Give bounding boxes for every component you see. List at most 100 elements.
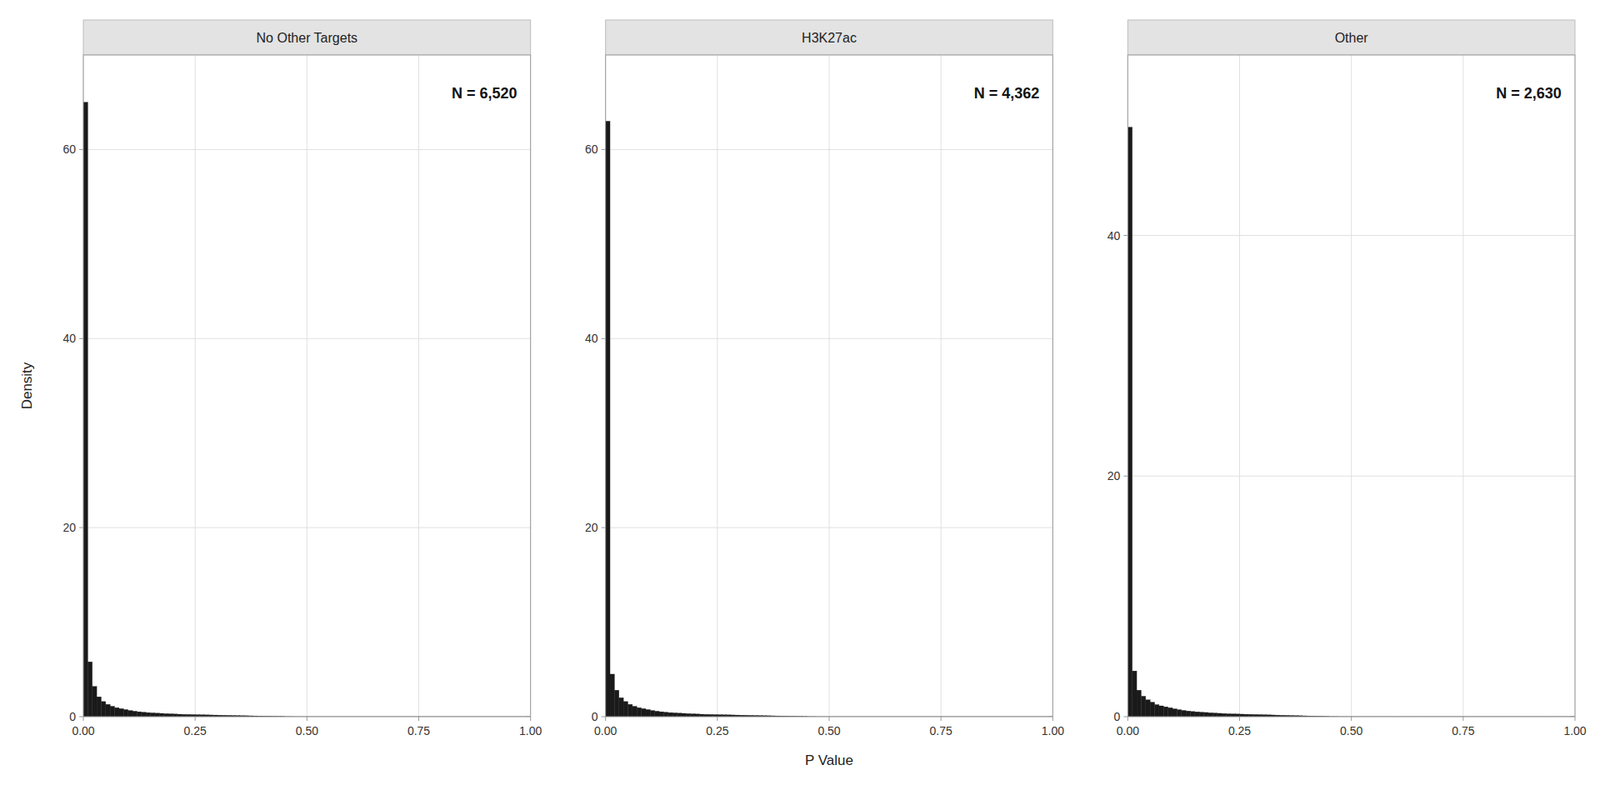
tick-y: [79, 527, 84, 529]
histogram-bar: [168, 714, 173, 717]
histogram-bar: [1159, 705, 1164, 717]
histogram-bar: [685, 713, 690, 717]
histogram-bar: [672, 712, 677, 717]
tick-label-y: 60: [62, 142, 76, 156]
histogram-bar: [645, 709, 650, 717]
plot-frame: [605, 55, 1054, 717]
tick-y: [601, 338, 606, 340]
tick-label-x: 0.00: [594, 724, 617, 738]
tick-x: [530, 716, 531, 721]
chart-container: No Other Targets0.000.250.500.751.000204…: [0, 0, 1600, 800]
tick-label-x: 0.25: [184, 724, 207, 738]
tick-label-y: 20: [585, 520, 599, 535]
histogram-bar: [1172, 709, 1177, 717]
tick-x: [1052, 716, 1054, 721]
histogram-bar: [119, 708, 124, 717]
histogram-bar: [623, 701, 628, 717]
histogram-bar: [636, 707, 641, 717]
tick-label-x: 0.75: [1451, 724, 1475, 738]
histogram-bar: [96, 696, 101, 717]
grid-line-x: [716, 55, 718, 717]
bars: [1127, 127, 1575, 717]
histogram-bar: [650, 710, 655, 717]
grid-line-y: [83, 149, 531, 150]
tick-y: [1123, 475, 1128, 477]
panel: H3K27ac0.000.250.500.751.000204060N = 4,…: [585, 20, 1065, 769]
histogram-bar: [1163, 706, 1168, 717]
tick-label-y: 0: [591, 710, 599, 724]
tick-label-x: 0.50: [1340, 724, 1363, 738]
histogram-bar: [1225, 714, 1230, 717]
tick-label-x: 0.25: [705, 724, 729, 738]
histogram-bar: [655, 710, 660, 717]
histogram-bar: [681, 713, 686, 717]
x-axis-label: P Value: [805, 752, 854, 769]
histogram-bar: [164, 713, 169, 717]
tick-y: [79, 338, 84, 340]
histogram-bar: [1168, 707, 1173, 717]
plot-area: [1127, 55, 1575, 717]
panel-header: [605, 20, 1054, 55]
chart-svg: No Other Targets0.000.250.500.751.000204…: [0, 0, 1600, 800]
grid-line-x: [1239, 55, 1240, 717]
histogram-bar: [1190, 711, 1195, 717]
histogram-bar: [1195, 711, 1200, 717]
tick-y: [601, 149, 606, 150]
histogram-bar: [659, 711, 664, 717]
tick-x: [195, 716, 196, 721]
tick-label-x: 0.25: [1228, 724, 1251, 738]
y-axis-label: Density: [19, 361, 35, 410]
histogram-bar: [1204, 712, 1209, 717]
panel: No Other Targets0.000.250.500.751.000204…: [19, 20, 543, 738]
histogram-bar: [619, 697, 624, 717]
panel-title: H3K27ac: [801, 30, 857, 45]
tick-label-x: 0.75: [407, 724, 430, 738]
histogram-bar: [628, 704, 633, 717]
histogram-bar: [1199, 712, 1204, 717]
tick-x: [940, 716, 942, 721]
bars: [605, 120, 1054, 717]
grid-line-y: [605, 149, 1054, 150]
histogram-bar: [159, 713, 164, 717]
tick-x: [829, 716, 830, 721]
histogram-bar: [155, 713, 160, 717]
tick-label-y: 0: [69, 710, 76, 724]
tick-label-y: 20: [1107, 469, 1121, 483]
tick-label-x: 1.00: [519, 724, 542, 738]
tick-y: [79, 716, 84, 718]
histogram-bar: [136, 711, 141, 717]
grid-line-y: [1127, 475, 1575, 477]
histogram-bar: [123, 709, 128, 717]
histogram-bar: [1212, 713, 1217, 717]
grid-line-y: [605, 338, 1054, 340]
bars: [83, 102, 531, 717]
histogram-bar: [128, 710, 133, 717]
histogram-bar: [1140, 695, 1145, 717]
tick-x: [1462, 716, 1464, 721]
tick-label-y: 20: [62, 520, 76, 535]
histogram-bar: [677, 713, 682, 717]
histogram-bar: [1155, 705, 1160, 717]
grid-line-y: [83, 527, 531, 529]
tick-label-x: 1.00: [1563, 724, 1586, 738]
tick-y: [601, 716, 606, 718]
histogram-bar: [141, 712, 146, 717]
histogram-bar: [115, 707, 120, 717]
histogram-bar: [1208, 712, 1213, 717]
grid-line-y: [605, 527, 1054, 529]
histogram-bar: [150, 712, 155, 717]
plot-area: [605, 55, 1054, 717]
tick-x: [1575, 716, 1576, 721]
plot-area: [83, 55, 531, 717]
histogram-bar: [105, 704, 110, 717]
histogram-bar: [632, 706, 637, 717]
tick-x: [306, 716, 308, 721]
histogram-bar: [1132, 670, 1137, 717]
histogram-bar: [100, 701, 105, 717]
grid-line-x: [1350, 55, 1352, 717]
grid-line-y: [83, 338, 531, 340]
grid-line-x: [306, 55, 308, 717]
grid-line-x: [940, 55, 942, 717]
panel-header: [1127, 20, 1575, 55]
tick-y: [1123, 716, 1128, 718]
